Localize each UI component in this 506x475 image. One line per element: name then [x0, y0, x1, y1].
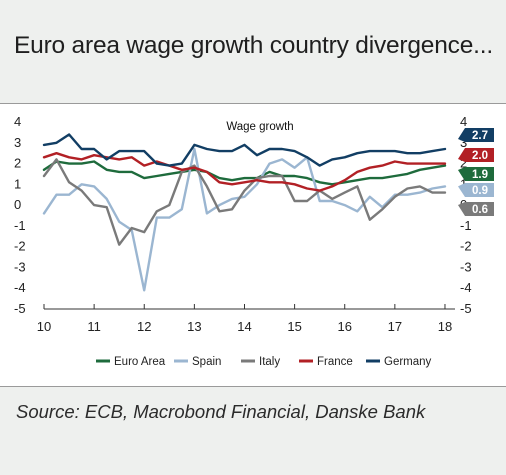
y-tick-label-right: 4	[460, 114, 467, 129]
x-tick-label: 10	[37, 319, 51, 334]
y-tick-label-right: -3	[460, 259, 472, 274]
y-tick-label-left: -4	[14, 280, 26, 295]
end-value-tag-label: 1.9	[472, 169, 488, 181]
legend-item: Spain	[174, 356, 221, 368]
y-tick-label-left: -1	[14, 218, 26, 233]
end-value-tag-label: 0.9	[472, 185, 488, 197]
end-value-tag: 2.0	[458, 148, 494, 162]
y-tick-label-left: 4	[14, 114, 21, 129]
end-value-tag: 0.6	[458, 202, 494, 216]
legend-label: Italy	[259, 356, 280, 368]
y-tick-label-right: -1	[460, 218, 472, 233]
end-value-tag-label: 2.0	[472, 150, 488, 162]
top-divider	[0, 103, 506, 104]
y-tick-label-left: -5	[14, 301, 26, 316]
end-value-tags: 2.7 2.0 1.9 0.9 0.6	[458, 128, 494, 216]
bottom-divider	[0, 386, 506, 387]
x-tick-label: 13	[187, 319, 201, 334]
end-value-tag: 2.7	[458, 128, 494, 142]
legend-item: Germany	[366, 356, 432, 368]
legend-item: France	[299, 356, 353, 368]
source-note: Source: ECB, Macrobond Financial, Danske…	[16, 401, 426, 422]
end-value-tag-label: 0.6	[472, 204, 488, 216]
series-line	[42, 160, 447, 186]
end-value-tag-shape	[458, 128, 494, 142]
end-value-tag: 1.9	[458, 167, 494, 181]
x-tick-label: 14	[237, 319, 251, 334]
end-value-tag-label: 2.7	[472, 130, 488, 142]
series-lines	[42, 133, 447, 292]
y-tick-label-left: 0	[14, 197, 21, 212]
chart-title: Wage growth	[226, 121, 293, 133]
x-tick-label: 17	[388, 319, 402, 334]
y-tick-label-right: -4	[460, 280, 472, 295]
x-tick-label: 16	[337, 319, 351, 334]
x-tick-label: 12	[137, 319, 151, 334]
legend-label: Euro Area	[114, 356, 166, 368]
y-tick-label-right: -2	[460, 239, 472, 254]
end-value-tag-shape	[458, 167, 494, 181]
y-tick-label-right: 3	[460, 135, 467, 150]
legend: Euro Area Spain Italy France Germany	[96, 356, 432, 368]
x-tick-label: 18	[438, 319, 452, 334]
y-tick-label-left: 2	[14, 156, 21, 171]
y-tick-label-left: -3	[14, 259, 26, 274]
series-line	[42, 147, 447, 292]
y-tick-label-left: 1	[14, 176, 21, 191]
legend-label: France	[317, 356, 353, 368]
legend-label: Germany	[384, 356, 432, 368]
legend-item: Italy	[241, 356, 280, 368]
y-tick-label-left: -2	[14, 239, 26, 254]
y-tick-label-right: -5	[460, 301, 472, 316]
y-tick-label-left: 3	[14, 135, 21, 150]
series-line	[42, 158, 447, 246]
page-title: Euro area wage growth country divergence…	[14, 32, 493, 59]
x-tick-label: 15	[287, 319, 301, 334]
end-value-tag-shape	[458, 148, 494, 162]
legend-item: Euro Area	[96, 356, 166, 368]
series-line	[42, 133, 447, 167]
end-value-tag-shape	[458, 183, 494, 197]
end-value-tag: 0.9	[458, 183, 494, 197]
x-tick-label: 11	[87, 319, 101, 334]
y-tick-label-right: 2	[460, 156, 467, 171]
end-value-tag-shape	[458, 202, 494, 216]
legend-label: Spain	[192, 356, 221, 368]
